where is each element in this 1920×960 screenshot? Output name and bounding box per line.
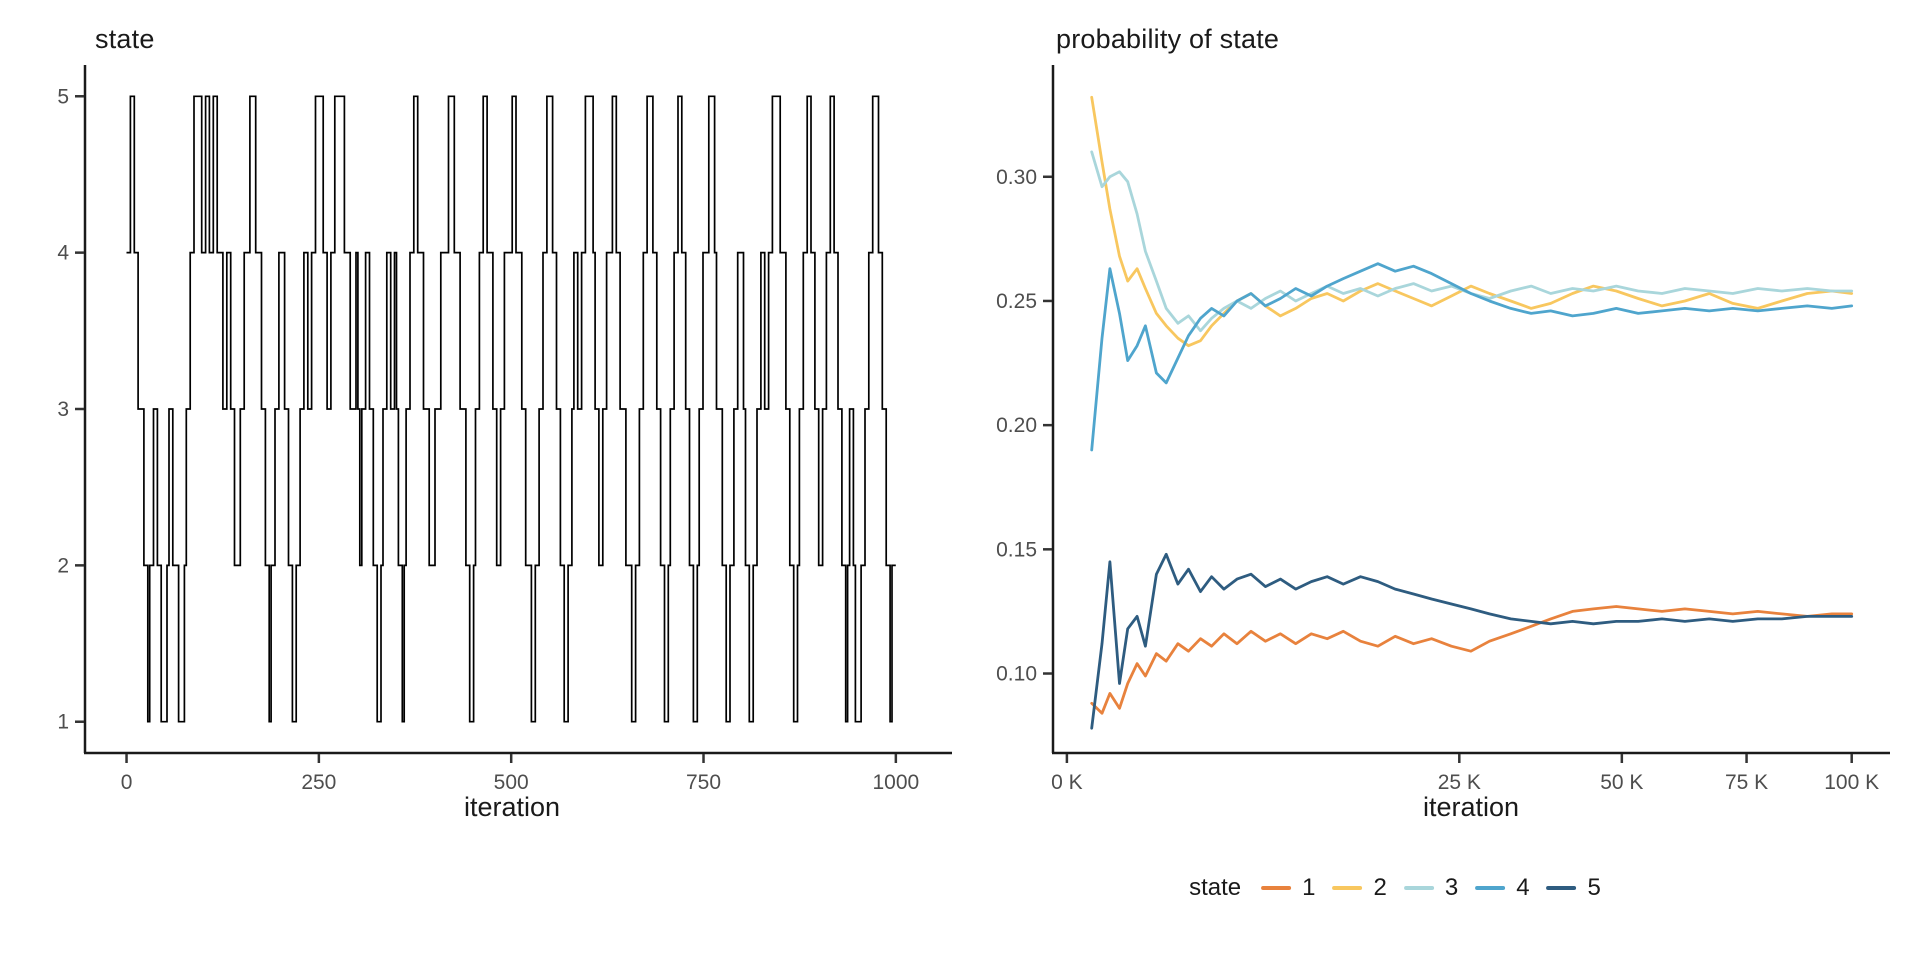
legend-swatch-state-5 xyxy=(1546,886,1577,890)
legend-swatch-state-1 xyxy=(1261,886,1292,890)
right-chart-y-tick-label: 0.30 xyxy=(996,166,1037,189)
legend-item-state-2: 2 xyxy=(1332,874,1387,902)
legend-label: 5 xyxy=(1587,874,1601,901)
legend-entries: 1 2 3 4 5 xyxy=(1261,874,1601,902)
legend-item-state-4: 4 xyxy=(1475,874,1530,902)
probability-line-state-5 xyxy=(1090,552,1854,730)
probability-line-state-4 xyxy=(1090,262,1854,452)
left-chart-y-tick-label: 5 xyxy=(57,85,69,108)
right-chart-title: probability of state xyxy=(1056,24,1280,54)
left-chart-y-tick-label: 2 xyxy=(57,554,69,577)
left-chart-y-tick-label: 1 xyxy=(57,711,69,734)
right-chart-x-tick-label: 50 K xyxy=(1600,771,1643,794)
right-chart-y-tick-label: 0.20 xyxy=(996,414,1037,437)
left-chart-x-tick-label: 1000 xyxy=(872,771,919,794)
legend-title: state xyxy=(1189,874,1242,901)
legend-swatch-state-3 xyxy=(1403,886,1434,890)
legend-item-state-1: 1 xyxy=(1261,874,1315,902)
right-chart-y-ticks: 0.10 0.15 0.20 0.25 0.30 xyxy=(996,166,1052,686)
right-chart-x-ticks: 0 K 25 K 50 K 75 K 100 K xyxy=(1051,754,1879,794)
legend-swatch-state-4 xyxy=(1475,886,1506,890)
legend-item-state-3: 3 xyxy=(1403,874,1459,902)
right-chart-y-tick-label: 0.15 xyxy=(996,538,1037,561)
left-chart-y-ticks: 1 2 3 4 5 xyxy=(57,85,84,734)
legend-label: 4 xyxy=(1516,874,1530,901)
left-chart-y-tick-label: 4 xyxy=(57,242,69,265)
left-chart-x-tick-label: 750 xyxy=(686,771,721,794)
probability-line-state-1 xyxy=(1090,605,1854,715)
left-chart-x-tick-label: 0 xyxy=(121,771,133,794)
left-chart-x-ticks: 0 250 500 750 1000 xyxy=(121,754,919,794)
right-chart-axes xyxy=(1051,65,1890,755)
legend-label: 3 xyxy=(1444,874,1459,901)
left-chart-title: state xyxy=(95,24,155,54)
legend-item-state-5: 5 xyxy=(1546,874,1601,902)
probability-line-state-2 xyxy=(1090,95,1854,348)
state-trace-line xyxy=(126,95,896,723)
legend-label: 1 xyxy=(1302,874,1316,901)
left-chart-y-tick-label: 3 xyxy=(57,398,69,421)
legend: state 1 2 3 4 5 xyxy=(1189,874,1601,902)
left-chart-x-tick-label: 250 xyxy=(301,771,336,794)
left-chart-x-tick-label: 500 xyxy=(494,771,529,794)
right-chart-x-tick-label: 25 K xyxy=(1438,771,1481,794)
right-chart-y-tick-label: 0.10 xyxy=(996,663,1037,686)
legend-swatch-state-2 xyxy=(1332,886,1363,890)
left-chart-xlabel: iteration xyxy=(463,792,561,822)
legend-label: 2 xyxy=(1373,874,1387,901)
right-chart-x-tick-label: 75 K xyxy=(1725,771,1768,794)
right-chart-xlabel: iteration xyxy=(1422,792,1520,822)
right-chart-x-tick-label: 0 K xyxy=(1051,771,1083,794)
left-chart-axes xyxy=(83,65,952,755)
probability-line-state-3 xyxy=(1090,150,1854,333)
right-chart-y-tick-label: 0.25 xyxy=(996,290,1037,313)
right-chart-x-tick-label: 100 K xyxy=(1824,771,1879,794)
